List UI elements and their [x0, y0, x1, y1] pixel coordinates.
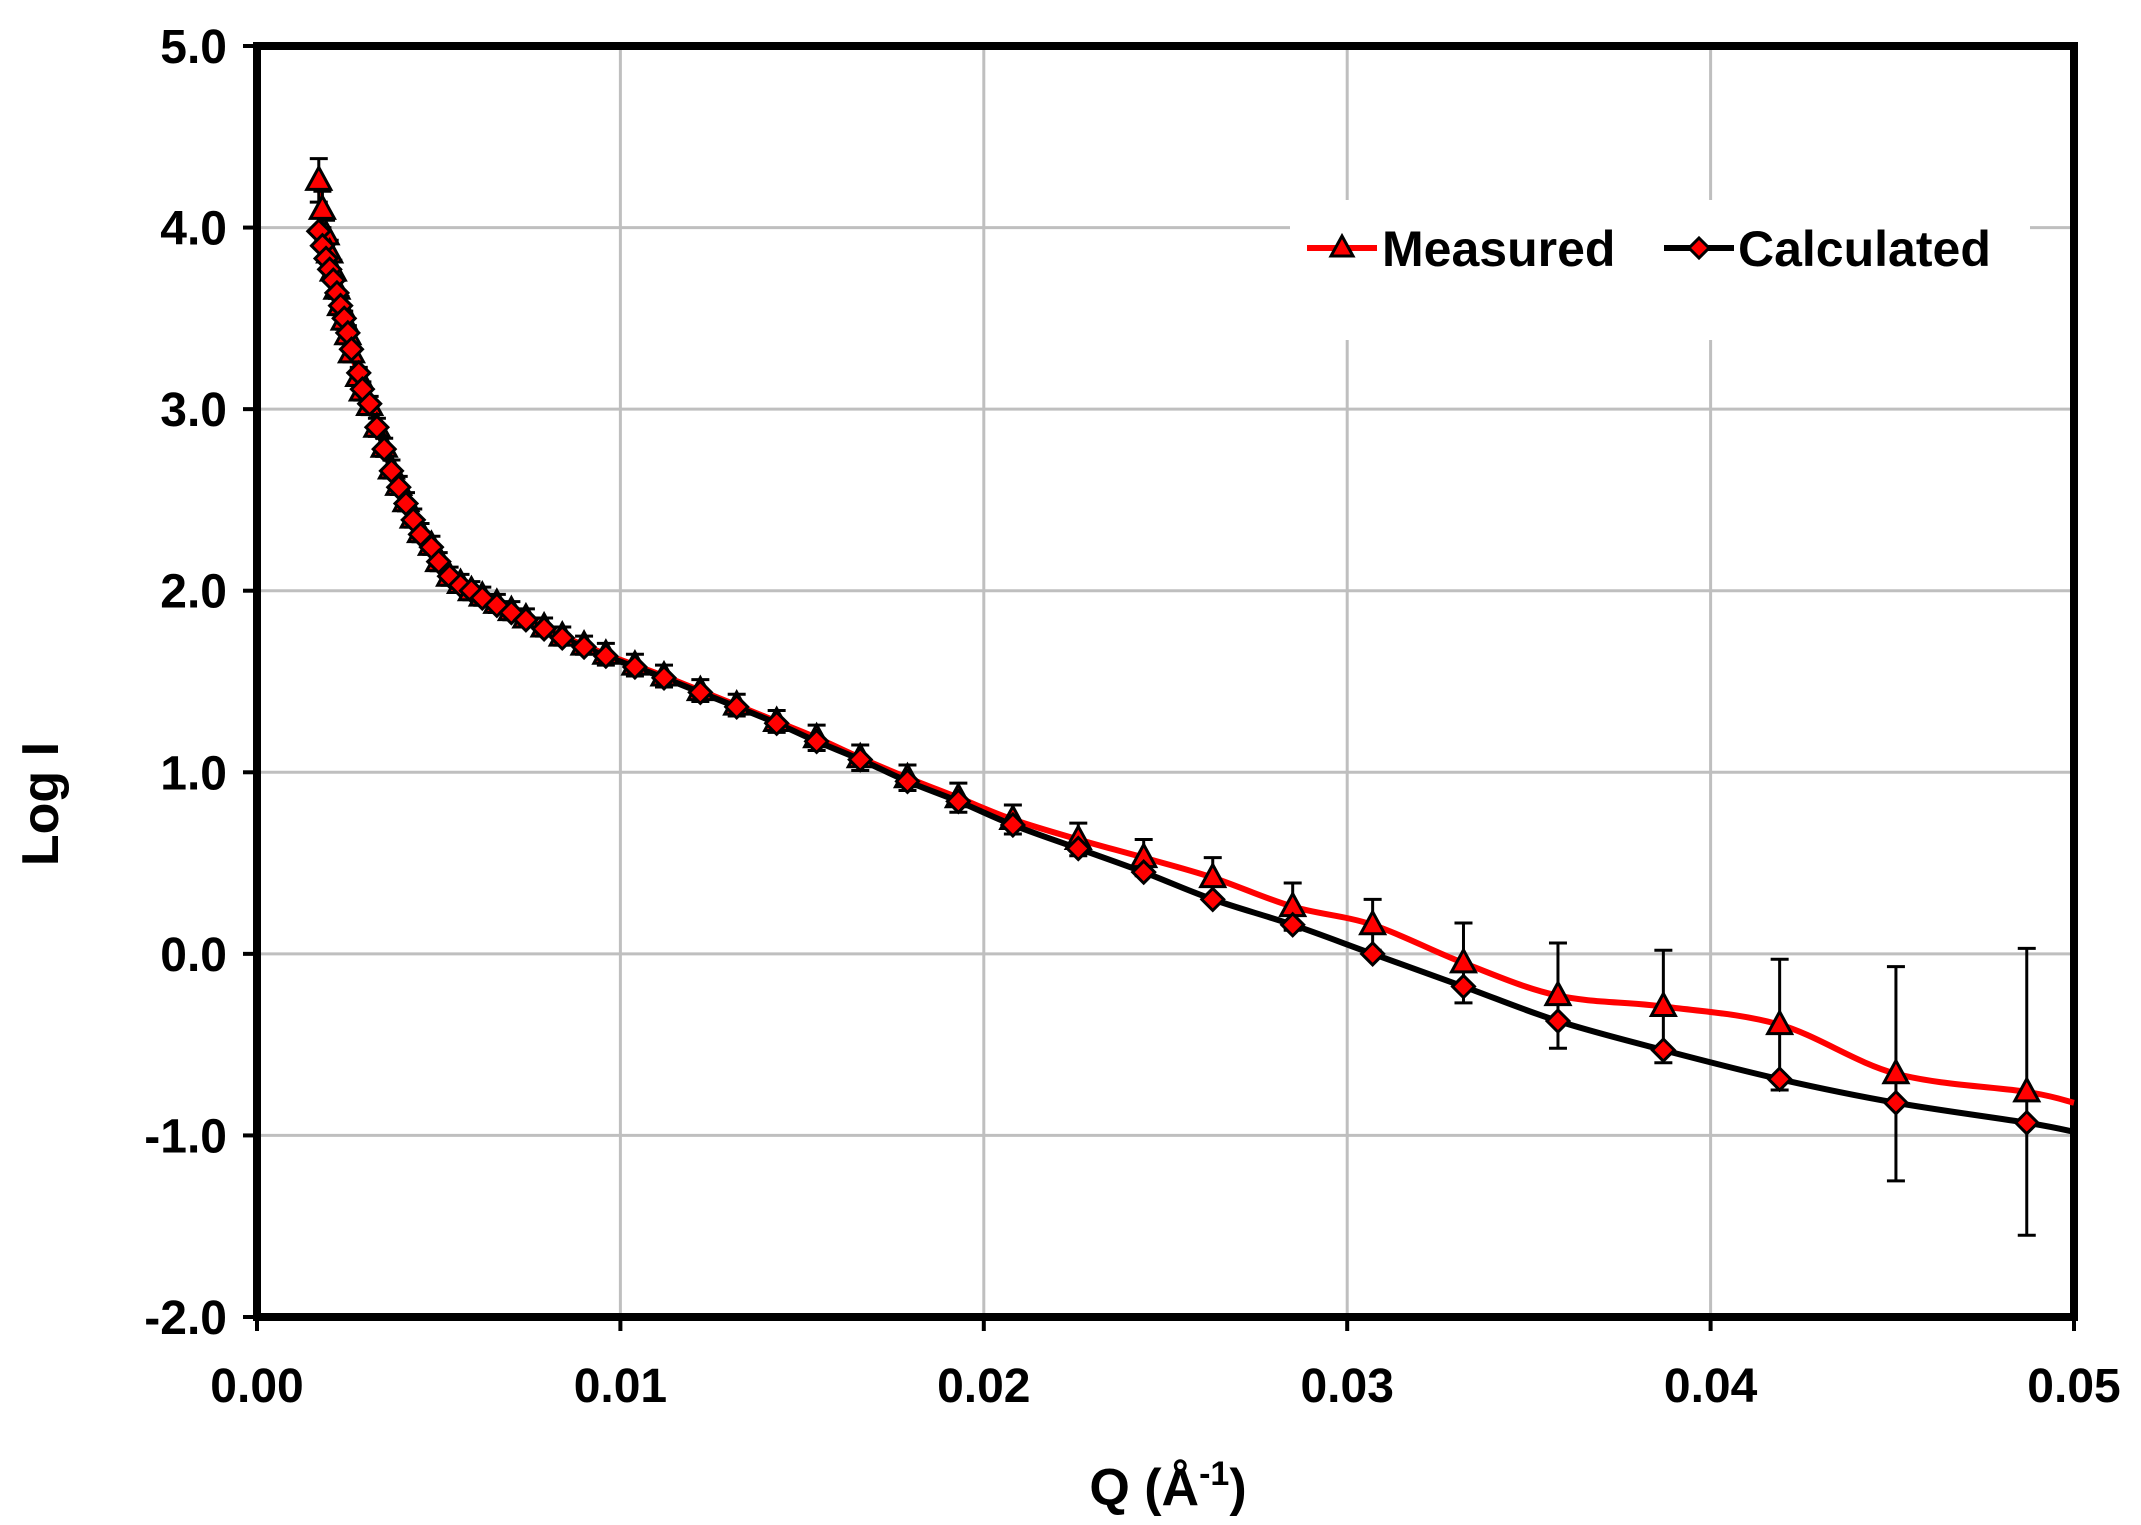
- y-axis-title: Log I: [12, 742, 70, 866]
- calculated-point: [650, 664, 678, 691]
- measured-point: [1648, 990, 1678, 1018]
- x-tick-label: 0.00: [210, 1360, 303, 1413]
- calculated-point: [723, 693, 750, 721]
- calculated-point: [894, 768, 921, 795]
- calculated-point: [1544, 1007, 1572, 1035]
- y-tick-label: 3.0: [160, 384, 227, 437]
- measured-point: [1543, 979, 1573, 1007]
- calculated-point: [1065, 835, 1092, 862]
- x-axis-title-main: Q (Å: [1089, 1459, 1199, 1517]
- y-tick-label: 0.0: [160, 929, 227, 982]
- calculated-point: [1359, 940, 1386, 967]
- y-tick-label: 5.0: [160, 21, 227, 74]
- measured-point: [304, 164, 334, 191]
- calculated-point: [549, 624, 576, 652]
- calculated-point: [1650, 1036, 1677, 1064]
- measured-point: [1448, 946, 1479, 974]
- y-tick-label: 2.0: [160, 566, 227, 619]
- calculated-point: [999, 811, 1026, 839]
- x-axis-title: Q (Å-1): [1089, 1455, 1246, 1517]
- calculated-point: [530, 615, 558, 642]
- calculated-point: [687, 679, 714, 706]
- calculated-point: [371, 435, 398, 463]
- gridlines: [257, 46, 2074, 1317]
- calculated-point: [1450, 973, 1477, 1000]
- measured-point: [2012, 1075, 2042, 1103]
- legend-entry-calculated: Calculated: [1664, 221, 1991, 277]
- plot-area-border: [253, 42, 2078, 1321]
- measured-point: [1881, 1057, 1911, 1085]
- measured-point: [307, 193, 337, 220]
- calculated-point: [621, 653, 649, 681]
- x-axis-title-superscript: -1: [1199, 1455, 1229, 1493]
- calculated-point: [1130, 859, 1157, 886]
- calculated-point: [763, 710, 790, 737]
- measured-point: [1358, 908, 1388, 936]
- x-tick-label: 0.03: [1300, 1360, 1393, 1413]
- legend-measured-label: Measured: [1382, 221, 1615, 277]
- legend-calculated-label: Calculated: [1738, 221, 1991, 277]
- calculated-point: [512, 606, 540, 633]
- x-tick-label: 0.05: [2027, 1360, 2120, 1413]
- y-tick-label: -1.0: [144, 1110, 227, 1163]
- calculated-point: [803, 728, 830, 755]
- y-tick-label: 1.0: [160, 747, 227, 800]
- legend-calculated-marker: [1686, 235, 1712, 261]
- calculated-point: [338, 336, 365, 363]
- x-tick-label: 0.02: [937, 1360, 1030, 1413]
- series-layer: [304, 157, 2075, 1237]
- calculated-point: [363, 414, 391, 441]
- legend-background: [1290, 200, 2030, 340]
- x-axis-ticks: 0.00 0.01 0.02 0.03 0.04 0.05: [210, 1317, 2121, 1413]
- calculated-point: [945, 788, 972, 815]
- calculated-point: [1766, 1066, 1793, 1093]
- calculated-point: [847, 746, 874, 773]
- measured-point: [1765, 1008, 1795, 1036]
- calculated-point: [1199, 886, 1226, 913]
- legend-measured-marker: [1328, 232, 1356, 258]
- calculated-point: [570, 633, 598, 661]
- calculated-point: [1882, 1089, 1910, 1116]
- calculated-point: [1279, 911, 1306, 938]
- legend-entry-measured: Measured: [1307, 221, 1615, 277]
- x-tick-label: 0.04: [1664, 1360, 1758, 1413]
- calculated-point: [2013, 1109, 2040, 1136]
- y-axis-ticks: 5.0 4.0 3.0 2.0 1.0 0.0 -1.0 -2.0: [144, 21, 257, 1345]
- series-line-calculated: [315, 230, 2075, 1135]
- legend: Measured Calculated: [1290, 200, 2030, 340]
- markers-calculated: [305, 218, 2040, 1136]
- x-axis-title-close: ): [1229, 1459, 1246, 1517]
- y-tick-label: 4.0: [160, 203, 227, 256]
- calculated-point: [356, 390, 383, 417]
- x-tick-label: 0.01: [574, 1360, 667, 1413]
- y-tick-label: -2.0: [144, 1292, 227, 1345]
- calculated-point: [592, 642, 619, 670]
- calculated-point: [425, 548, 452, 575]
